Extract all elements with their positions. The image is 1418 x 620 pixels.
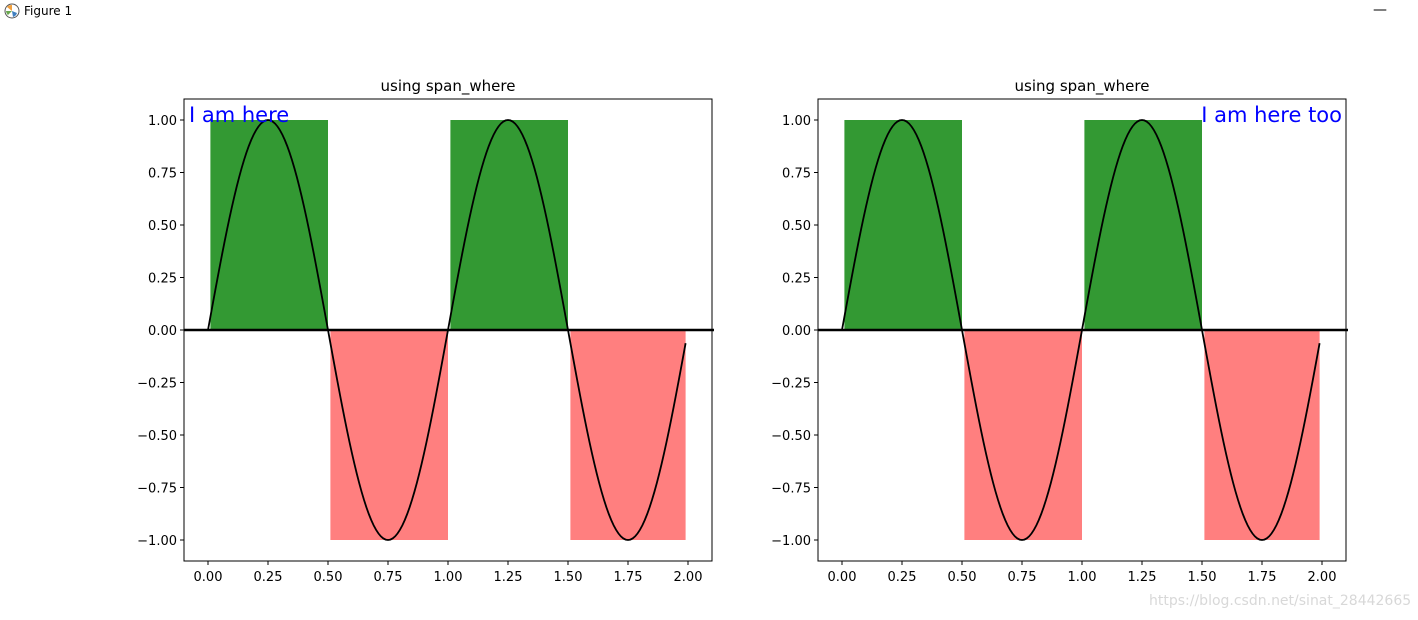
- annotation-label: I am here: [189, 103, 289, 127]
- negative-span: [570, 330, 686, 540]
- x-tick-label: 0.00: [194, 570, 223, 585]
- x-tick-label: 0.75: [1008, 570, 1037, 585]
- y-tick-label: −0.25: [771, 377, 811, 392]
- x-tick-label: 2.00: [674, 570, 703, 585]
- y-tick-label: 1.00: [148, 114, 177, 129]
- window-title: Figure 1: [24, 4, 73, 18]
- x-tick-label: 1.25: [494, 570, 523, 585]
- y-tick-label: 0.00: [148, 324, 177, 339]
- sine-curve: [207, 119, 687, 541]
- x-tick-label: 1.50: [1188, 570, 1217, 585]
- x-tick-label: 0.50: [314, 570, 343, 585]
- x-tick-label: 0.50: [948, 570, 977, 585]
- y-tick-label: −0.25: [137, 377, 177, 392]
- x-tick-label: 0.00: [828, 570, 857, 585]
- watermark: https://blog.csdn.net/sinat_28442665: [1149, 593, 1412, 609]
- x-tick-label: 0.25: [254, 570, 283, 585]
- x-tick-label: 1.75: [614, 570, 643, 585]
- y-tick-label: −0.50: [771, 429, 811, 444]
- x-tick-label: 0.75: [374, 570, 403, 585]
- y-tick-label: 0.25: [782, 272, 811, 287]
- chart-title: using span_where: [381, 77, 516, 96]
- y-tick-label: 0.50: [148, 219, 177, 234]
- y-tick-label: 0.50: [782, 219, 811, 234]
- negative-span: [1204, 330, 1320, 540]
- x-tick-label: 1.25: [1128, 570, 1157, 585]
- window-titlebar: Figure 1 —: [0, 0, 1418, 24]
- y-tick-label: −0.75: [137, 482, 177, 497]
- x-tick-label: 1.00: [434, 570, 463, 585]
- x-tick-label: 1.75: [1248, 570, 1277, 585]
- matplotlib-icon: [4, 3, 20, 19]
- y-tick-label: −0.75: [771, 482, 811, 497]
- chart-title: using span_where: [1015, 77, 1150, 96]
- x-tick-label: 1.00: [1068, 570, 1097, 585]
- y-tick-label: 1.00: [782, 114, 811, 129]
- x-tick-label: 1.50: [554, 570, 583, 585]
- y-tick-label: 0.25: [148, 272, 177, 287]
- chart-2: 0.00 0.25 0.50 0.75 1.00 1.25 1.50 1.75 2.00 1.00…: [771, 77, 1348, 585]
- y-tick-label: 0.00: [782, 324, 811, 339]
- y-tick-label: −1.00: [137, 534, 177, 549]
- y-tick-label: −0.50: [137, 429, 177, 444]
- sine-curve: [841, 119, 1321, 541]
- minimize-icon[interactable]: —: [1373, 2, 1387, 18]
- annotation-label: I am here too: [1201, 103, 1342, 127]
- chart-1: 0.00 0.25 0.50 0.75 1.00 1.25 1.50 1.75 2.00 1.00…: [137, 77, 714, 585]
- y-tick-label: 0.75: [782, 167, 811, 182]
- x-tick-label: 0.25: [888, 570, 917, 585]
- y-tick-label: −1.00: [771, 534, 811, 549]
- x-tick-label: 2.00: [1308, 570, 1337, 585]
- y-tick-label: 0.75: [148, 167, 177, 182]
